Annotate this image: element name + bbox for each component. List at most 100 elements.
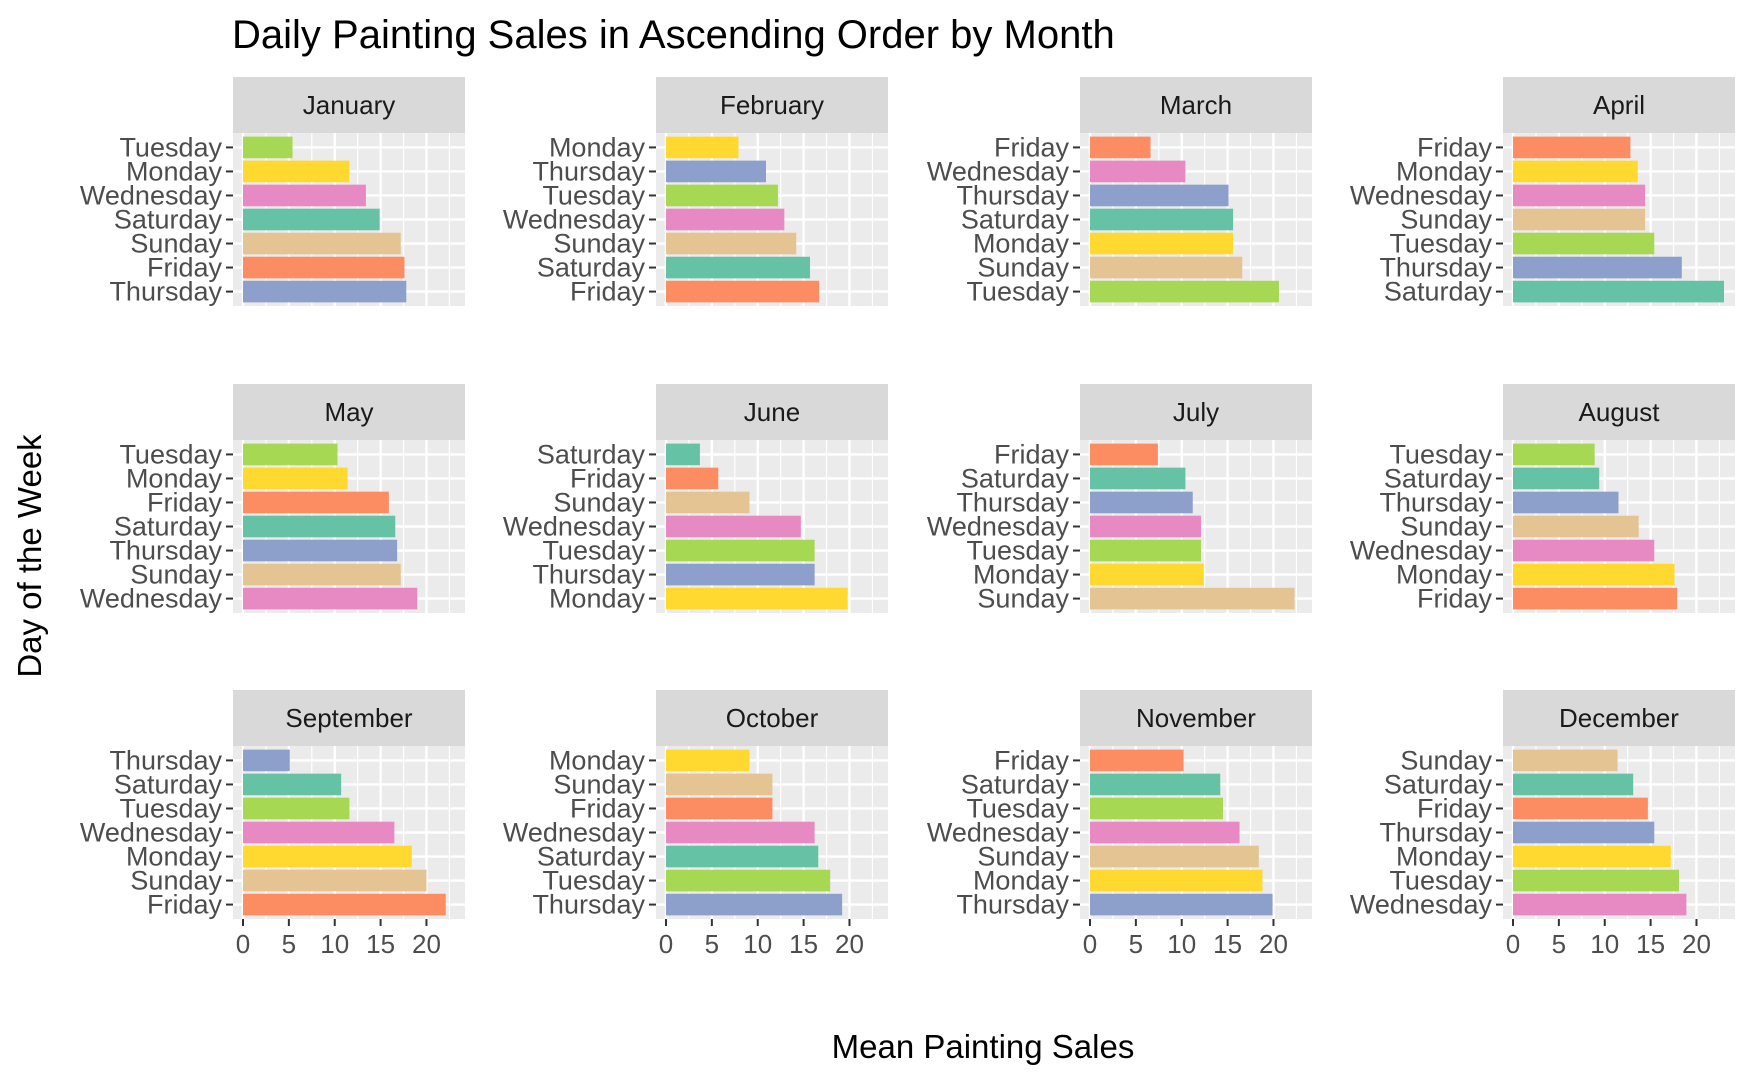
y-tick-label: Sunday [1400, 512, 1492, 542]
bar-august-saturday [1513, 467, 1600, 490]
y-tick-label: Thursday [109, 745, 222, 775]
panel-may: May TuesdayMondayFridaySaturdayThursdaySu… [80, 384, 465, 614]
strip-label-march: March [1160, 90, 1232, 120]
bar-june-friday [666, 467, 719, 490]
bar-february-friday [666, 280, 820, 303]
x-tick-label: 10 [320, 929, 349, 959]
x-tick-label: 5 [705, 929, 719, 959]
y-tick-label: Sunday [130, 560, 222, 590]
y-tick-label: Thursday [956, 890, 1069, 920]
bar-june-wednesday [666, 515, 801, 538]
x-tick-label: 15 [366, 929, 395, 959]
bar-march-friday [1090, 136, 1151, 159]
x-tick-label: 0 [1506, 929, 1520, 959]
x-tick-label: 5 [282, 929, 296, 959]
y-tick-label: Thursday [532, 560, 645, 590]
strip-label-september: September [285, 703, 413, 733]
bar-january-monday [243, 160, 350, 183]
strip-label-may: May [324, 397, 373, 427]
y-tick-label: Tuesday [119, 793, 222, 823]
bar-april-tuesday [1513, 232, 1655, 255]
x-tick-label: 5 [1129, 929, 1143, 959]
bar-october-monday [666, 749, 750, 772]
y-tick-label: Saturday [537, 439, 646, 469]
y-tick-label: Wednesday [927, 512, 1070, 542]
strip-label-october: October [726, 703, 819, 733]
y-tick-label: Thursday [956, 180, 1069, 210]
bar-march-saturday [1090, 208, 1234, 231]
bar-may-wednesday [243, 587, 418, 610]
y-tick-label: Thursday [109, 277, 222, 307]
x-tick-label: 15 [1213, 929, 1242, 959]
y-axis-label: Day of the Week [11, 434, 48, 678]
bar-july-thursday [1090, 491, 1193, 514]
strip-april [1503, 77, 1735, 133]
bar-february-monday [666, 136, 739, 159]
y-tick-label: Wednesday [927, 156, 1070, 186]
y-tick-label: Friday [147, 253, 223, 283]
panel-october: October MondaySundayFridayWednesdaySaturd… [503, 690, 888, 959]
y-tick-label: Monday [549, 745, 646, 775]
bar-june-monday [666, 587, 848, 610]
y-tick-label: Tuesday [1389, 866, 1492, 896]
bar-may-tuesday [243, 443, 338, 466]
y-tick-label: Monday [126, 156, 223, 186]
bar-october-thursday [666, 893, 843, 916]
y-tick-label: Tuesday [966, 277, 1069, 307]
y-tick-label: Thursday [532, 890, 645, 920]
bar-july-friday [1090, 443, 1158, 466]
bar-june-saturday [666, 443, 700, 466]
bar-april-thursday [1513, 256, 1682, 279]
x-tick-label: 10 [1590, 929, 1619, 959]
panel-december: December SundaySaturdayFridayThursdayMond… [1350, 690, 1735, 959]
y-tick-label: Wednesday [1350, 890, 1493, 920]
y-tick-label: Monday [1396, 842, 1493, 872]
y-tick-label: Wednesday [1350, 536, 1493, 566]
y-tick-label: Saturday [961, 205, 1070, 235]
y-tick-label: Sunday [977, 253, 1069, 283]
bar-july-wednesday [1090, 515, 1202, 538]
y-tick-label: Friday [570, 793, 646, 823]
bar-september-saturday [243, 773, 342, 796]
bar-november-wednesday [1090, 821, 1240, 844]
y-tick-label: Monday [973, 229, 1070, 259]
bar-may-friday [243, 491, 389, 514]
strip-november [1080, 690, 1312, 746]
bar-august-wednesday [1513, 539, 1655, 562]
y-tick-label: Friday [1417, 132, 1493, 162]
panel-november: November FridaySaturdayTuesdayWednesdaySu… [927, 690, 1312, 959]
x-tick-label: 15 [1636, 929, 1665, 959]
strip-label-november: November [1136, 703, 1256, 733]
strip-label-july: July [1173, 397, 1219, 427]
bar-november-thursday [1090, 893, 1273, 916]
bar-february-saturday [666, 256, 811, 279]
x-tick-label: 20 [1682, 929, 1711, 959]
bar-august-thursday [1513, 491, 1619, 514]
bar-august-friday [1513, 587, 1678, 610]
bar-february-tuesday [666, 184, 778, 207]
y-tick-label: Sunday [130, 229, 222, 259]
y-tick-label: Wednesday [927, 818, 1070, 848]
y-tick-label: Friday [994, 745, 1070, 775]
y-tick-label: Friday [994, 439, 1070, 469]
bar-august-sunday [1513, 515, 1639, 538]
y-tick-label: Saturday [1384, 463, 1493, 493]
bar-june-thursday [666, 563, 815, 586]
panel-june: June SaturdayFridaySundayWednesdayTuesday… [503, 384, 888, 614]
strip-label-december: December [1559, 703, 1679, 733]
strip-label-august: August [1579, 397, 1661, 427]
y-tick-label: Wednesday [503, 818, 646, 848]
bar-january-tuesday [243, 136, 293, 159]
bar-september-sunday [243, 869, 427, 892]
y-tick-label: Tuesday [1389, 439, 1492, 469]
y-tick-label: Monday [973, 866, 1070, 896]
y-tick-label: Saturday [1384, 769, 1493, 799]
y-tick-label: Sunday [553, 487, 645, 517]
y-tick-label: Wednesday [503, 512, 646, 542]
bar-july-tuesday [1090, 539, 1202, 562]
bar-march-monday [1090, 232, 1234, 255]
bar-october-saturday [666, 845, 819, 868]
bar-december-saturday [1513, 773, 1634, 796]
y-tick-label: Tuesday [542, 180, 645, 210]
